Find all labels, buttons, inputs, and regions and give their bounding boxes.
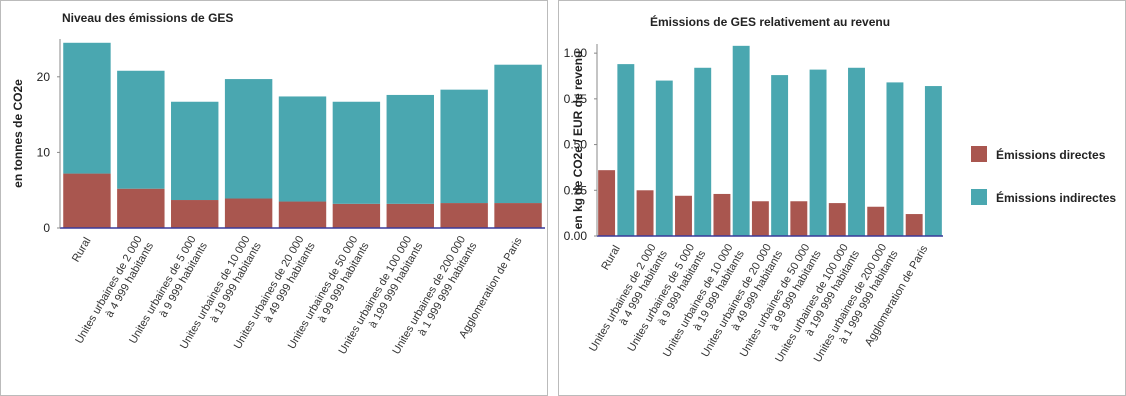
legend-swatch: [971, 146, 987, 162]
bar: [675, 195, 692, 236]
y-tick-label: 10: [37, 145, 51, 159]
bar-segment: [440, 89, 488, 204]
bar: [617, 64, 635, 236]
bar: [867, 206, 885, 236]
y-tick-label: 20: [37, 70, 51, 84]
bar-segment: [224, 198, 273, 228]
bar-segment: [278, 96, 327, 202]
y-tick-label: 0.25: [564, 183, 588, 197]
bar-segment: [494, 64, 542, 204]
bar-segment: [386, 94, 434, 204]
bar: [655, 80, 673, 236]
bar: [636, 190, 654, 236]
bar-segment: [117, 188, 165, 228]
bar: [751, 201, 769, 236]
bar: [828, 203, 846, 236]
bar-segment: [494, 203, 542, 228]
bar: [771, 75, 789, 236]
y-tick-label: 0.50: [564, 138, 588, 152]
bar-segment: [332, 203, 381, 228]
bar-segment: [440, 203, 488, 228]
legend-swatch: [971, 189, 987, 205]
x-tick-label: Rural: [599, 244, 623, 273]
bar-segment: [386, 203, 434, 228]
bar-segment: [224, 79, 273, 199]
bar: [713, 193, 731, 236]
bar: [694, 67, 712, 237]
y-axis-label: en tonnes de CO2e: [11, 79, 25, 188]
bar-segment: [171, 101, 219, 201]
bar: [598, 170, 616, 236]
bar: [732, 45, 750, 237]
y-axis-label: en kg de CO2e / EUR de revenu: [571, 51, 585, 230]
bar: [924, 86, 942, 236]
bar: [790, 201, 808, 236]
chart-title: Émissions de GES relativement au revenu: [650, 14, 890, 29]
chart-title: Niveau des émissions de GES: [62, 11, 233, 25]
bar: [905, 214, 923, 236]
bar-segment: [332, 101, 381, 204]
bar-segment: [63, 173, 111, 228]
bar-segment: [117, 70, 165, 189]
legend-label: Émissions directes: [996, 147, 1106, 162]
y-tick-label: 0: [43, 221, 50, 235]
bar: [809, 69, 827, 236]
x-tick-label: Rural: [70, 236, 94, 265]
bar: [848, 67, 865, 237]
x-tick-label-line: Rural: [599, 244, 623, 273]
y-tick-label: 0.00: [564, 229, 588, 243]
bar: [886, 82, 904, 237]
bar-segment: [171, 200, 219, 228]
legend-label: Émissions indirectes: [996, 190, 1116, 205]
x-tick-label-line: Unites urbaines de 2 000: [587, 242, 659, 354]
bar-segment: [63, 42, 111, 174]
y-tick-label: 0.75: [564, 92, 588, 106]
bar-segment: [278, 201, 327, 228]
x-tick-label-line: Rural: [70, 236, 94, 265]
y-tick-label: 1.00: [564, 46, 588, 60]
